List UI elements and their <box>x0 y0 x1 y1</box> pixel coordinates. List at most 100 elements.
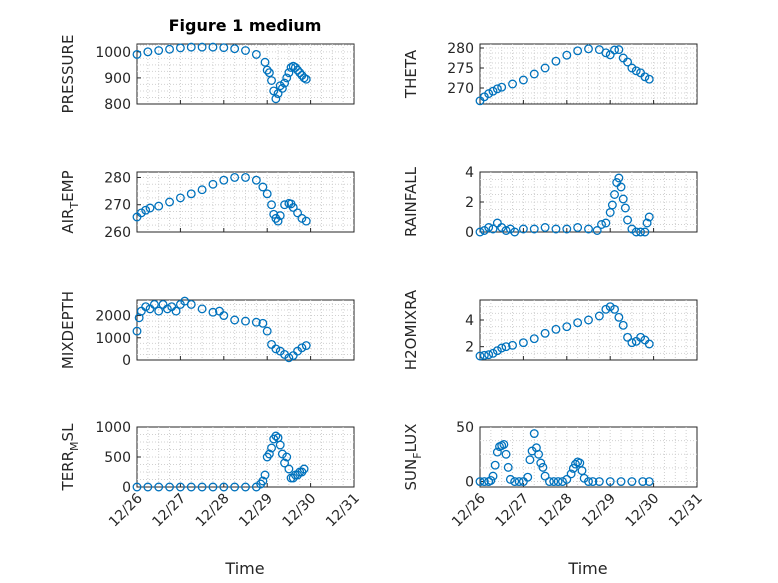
data-point <box>280 458 290 468</box>
data-point <box>143 47 153 57</box>
data-point <box>251 317 261 327</box>
data-point <box>623 215 633 225</box>
data-point <box>475 477 485 486</box>
figure-title: Figure 1 medium <box>169 16 322 35</box>
y-axis-label: AIRTEMP <box>59 170 81 233</box>
data-point <box>551 324 561 334</box>
x-tick-label: 12/26 <box>106 490 146 530</box>
y-axis-label: H2OMIXRA <box>402 289 420 370</box>
data-point <box>562 474 572 484</box>
data-point <box>501 342 511 352</box>
data-point <box>262 189 272 199</box>
data-point <box>219 175 229 185</box>
data-point <box>614 173 624 183</box>
y-tick-label: 0 <box>465 225 474 241</box>
data-point <box>301 341 311 351</box>
data-point <box>549 477 559 486</box>
data-point <box>186 189 196 199</box>
data-point <box>241 482 250 492</box>
data-point <box>165 197 174 207</box>
data-point <box>197 185 207 195</box>
data-point <box>251 49 261 59</box>
data-point <box>258 318 268 328</box>
y-tick-label: 1000 <box>95 331 131 347</box>
y-axis-label: RAINFALL <box>402 166 420 237</box>
data-point <box>525 455 535 465</box>
data-point <box>553 477 563 486</box>
y-tick-label: 280 <box>104 170 131 186</box>
x-tick-label: 12/30 <box>280 491 320 531</box>
y-axis-label-tail: SL <box>59 423 77 442</box>
y-tick-label: 0 <box>122 480 131 496</box>
data-point <box>290 63 300 72</box>
data-point <box>484 89 494 99</box>
data-point <box>562 322 572 332</box>
data-point <box>518 338 528 348</box>
y-tick-label: 280 <box>447 41 474 57</box>
data-point <box>269 86 279 96</box>
data-point <box>488 348 498 358</box>
data-point <box>171 306 181 316</box>
data-point <box>264 449 274 459</box>
y-axis-label-subscript: T <box>68 202 81 210</box>
data-point <box>492 447 502 457</box>
data-point <box>197 304 207 314</box>
data-point <box>297 343 307 353</box>
data-point <box>145 203 155 213</box>
x-axis-label-right: Time <box>567 559 607 578</box>
data-point <box>597 220 606 229</box>
data-point <box>271 344 281 354</box>
data-point <box>230 315 240 325</box>
data-point <box>636 332 646 342</box>
data-point <box>616 477 626 486</box>
data-point <box>601 48 611 58</box>
data-point <box>301 74 311 84</box>
data-point <box>241 173 250 182</box>
data-point <box>241 316 250 326</box>
y-axis-label: MIXDEPTH <box>59 291 77 369</box>
data-point <box>275 211 285 221</box>
data-point <box>588 477 598 486</box>
x-tick-label: 12/30 <box>623 491 663 531</box>
x-tick-label: 12/26 <box>449 490 489 530</box>
y-tick-label: 2 <box>465 340 474 356</box>
data-point <box>558 477 567 486</box>
data-point <box>644 74 654 84</box>
data-point <box>618 194 628 204</box>
data-point <box>620 203 630 213</box>
data-point <box>566 469 576 479</box>
data-point <box>642 218 652 228</box>
x-tick-label: 12/27 <box>492 491 532 531</box>
data-point <box>529 69 539 79</box>
data-point <box>136 208 146 218</box>
data-point <box>505 474 515 484</box>
data-point <box>479 350 489 360</box>
data-point <box>497 343 507 353</box>
data-point <box>299 73 309 83</box>
data-point <box>479 477 489 486</box>
subplot-sun-lux: 0 50 12/26 12/27 12/28 12/29 12/30 12/31 SUNFLUX <box>402 420 706 530</box>
data-point <box>523 472 533 482</box>
x-axis-label-left: Time <box>224 559 264 578</box>
data-point <box>644 339 654 349</box>
data-point <box>284 353 294 363</box>
data-point <box>623 57 633 67</box>
data-point <box>219 43 229 53</box>
data-point <box>267 200 276 210</box>
data-point <box>562 224 572 234</box>
data-point <box>280 78 290 88</box>
subplot-air-emp: 260 270 280 AIRTEMP <box>59 170 355 241</box>
subplot-rainfall: 0 2 4 RAINFALL <box>402 165 698 241</box>
data-point <box>540 63 550 73</box>
data-point <box>282 452 292 462</box>
data-point <box>301 216 311 226</box>
data-point <box>275 440 285 450</box>
data-point <box>275 81 285 91</box>
y-axis-label-main: H2OMIXRA <box>402 289 420 370</box>
y-tick-label: 500 <box>104 450 131 466</box>
data-point <box>631 227 641 237</box>
y-tick-label: 260 <box>104 225 131 241</box>
data-point <box>631 66 641 76</box>
data-point <box>640 72 650 82</box>
